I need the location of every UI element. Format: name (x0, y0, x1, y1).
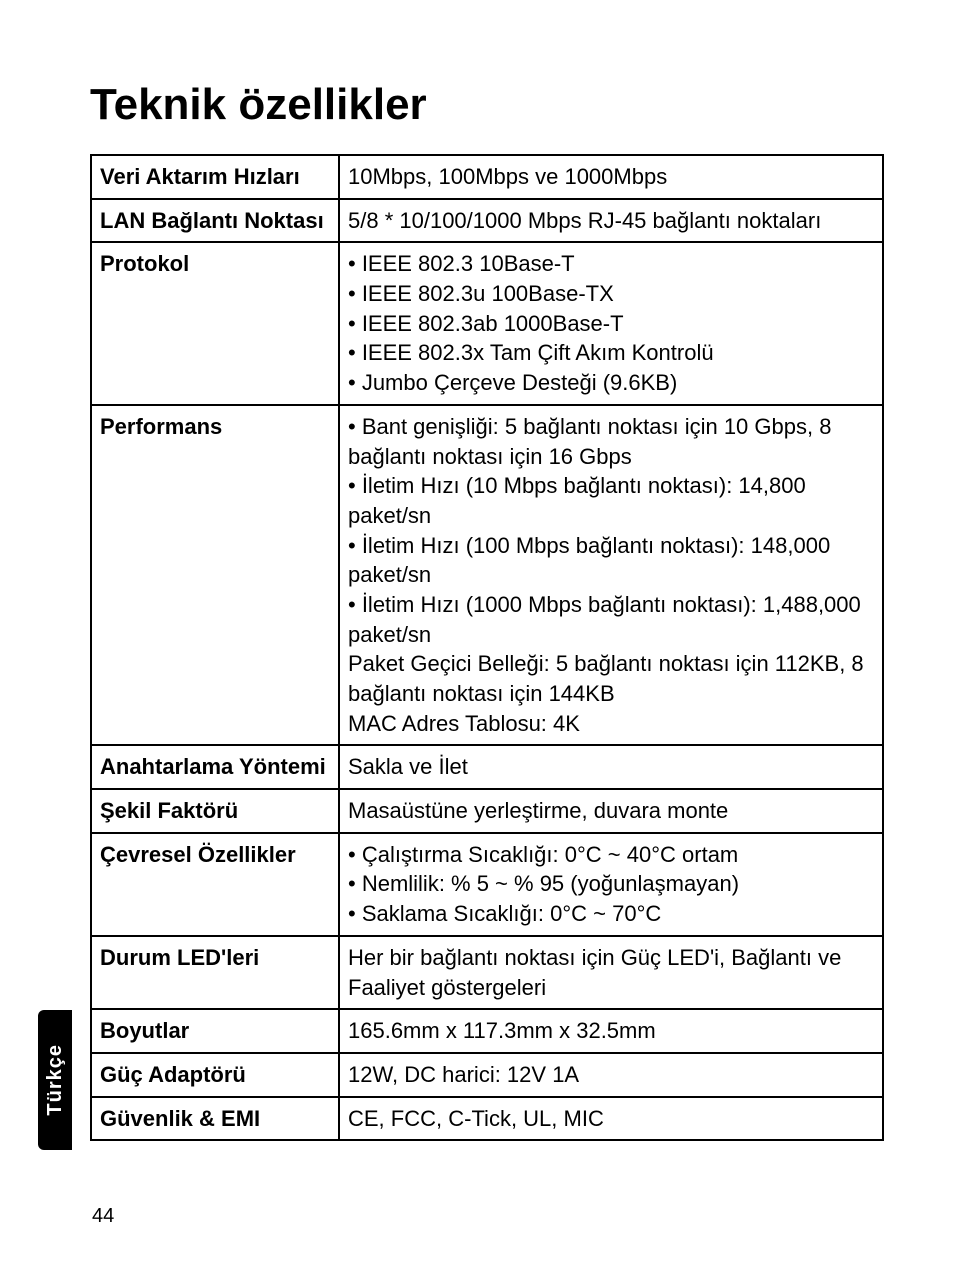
table-row: Güvenlik & EMI CE, FCC, C-Tick, UL, MIC (91, 1097, 883, 1141)
spec-value: Her bir bağlantı noktası için Güç LED'i,… (339, 936, 883, 1009)
page: Teknik özellikler Veri Aktarım Hızları 1… (0, 0, 954, 1181)
spec-value: CE, FCC, C-Tick, UL, MIC (339, 1097, 883, 1141)
spec-label: Durum LED'leri (91, 936, 339, 1009)
spec-value: • Çalıştırma Sıcaklığı: 0°C ~ 40°C ortam… (339, 833, 883, 936)
table-row: Güç Adaptörü 12W, DC harici: 12V 1A (91, 1053, 883, 1097)
spec-value: • IEEE 802.3 10Base-T • IEEE 802.3u 100B… (339, 242, 883, 404)
table-row: LAN Bağlantı Noktası 5/8 * 10/100/1000 M… (91, 199, 883, 243)
specs-table-body: Veri Aktarım Hızları 10Mbps, 100Mbps ve … (91, 155, 883, 1140)
table-row: Performans • Bant genişliği: 5 bağlantı … (91, 405, 883, 746)
spec-value: 12W, DC harici: 12V 1A (339, 1053, 883, 1097)
table-row: Boyutlar 165.6mm x 117.3mm x 32.5mm (91, 1009, 883, 1053)
spec-value: 5/8 * 10/100/1000 Mbps RJ-45 bağlantı no… (339, 199, 883, 243)
table-row: Durum LED'leri Her bir bağlantı noktası … (91, 936, 883, 1009)
language-tab: Türkçe (38, 1010, 72, 1150)
language-tab-label: Türkçe (44, 1044, 67, 1116)
spec-label: Boyutlar (91, 1009, 339, 1053)
specs-table: Veri Aktarım Hızları 10Mbps, 100Mbps ve … (90, 154, 884, 1141)
page-number: 44 (92, 1205, 114, 1228)
spec-label: Güvenlik & EMI (91, 1097, 339, 1141)
page-title: Teknik özellikler (90, 80, 884, 130)
spec-label: LAN Bağlantı Noktası (91, 199, 339, 243)
table-row: Çevresel Özellikler • Çalıştırma Sıcaklı… (91, 833, 883, 936)
spec-value: 165.6mm x 117.3mm x 32.5mm (339, 1009, 883, 1053)
table-row: Veri Aktarım Hızları 10Mbps, 100Mbps ve … (91, 155, 883, 199)
spec-label: Performans (91, 405, 339, 746)
spec-label: Güç Adaptörü (91, 1053, 339, 1097)
spec-label: Çevresel Özellikler (91, 833, 339, 936)
table-row: Şekil Faktörü Masaüstüne yerleştirme, du… (91, 789, 883, 833)
spec-value: Masaüstüne yerleştirme, duvara monte (339, 789, 883, 833)
table-row: Protokol • IEEE 802.3 10Base-T • IEEE 80… (91, 242, 883, 404)
spec-value: 10Mbps, 100Mbps ve 1000Mbps (339, 155, 883, 199)
table-row: Anahtarlama Yöntemi Sakla ve İlet (91, 745, 883, 789)
spec-value: • Bant genişliği: 5 bağlantı noktası içi… (339, 405, 883, 746)
spec-label: Anahtarlama Yöntemi (91, 745, 339, 789)
spec-label: Protokol (91, 242, 339, 404)
spec-value: Sakla ve İlet (339, 745, 883, 789)
spec-label: Veri Aktarım Hızları (91, 155, 339, 199)
spec-label: Şekil Faktörü (91, 789, 339, 833)
